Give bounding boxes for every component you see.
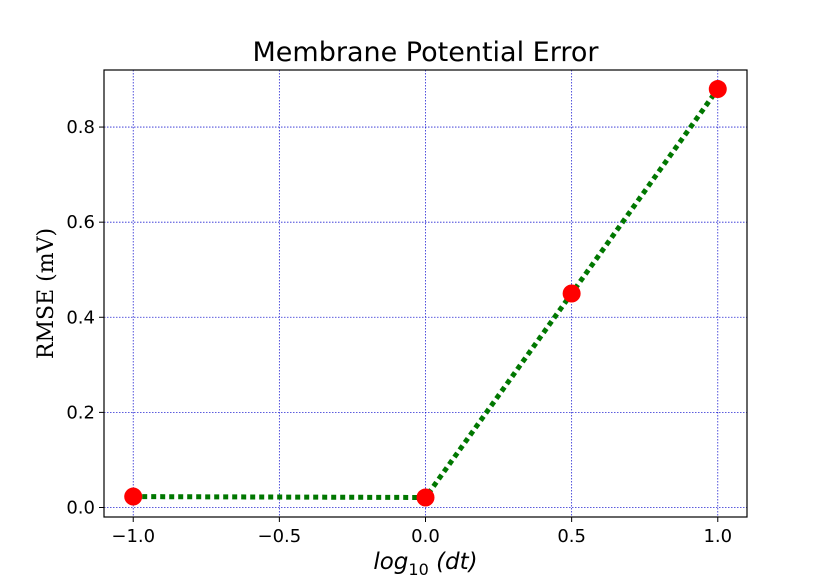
- x-axis-label: log10 (dt): [373, 549, 477, 579]
- y-tick-label: 0.0: [66, 497, 95, 518]
- x-tick-label: 1.0: [703, 526, 732, 547]
- series-group: [124, 80, 727, 507]
- chart-title: Membrane Potential Error: [253, 37, 600, 68]
- data-point: [708, 80, 727, 99]
- data-point: [416, 488, 435, 507]
- axis-ticks: −1.0 −0.5 0.0 0.5 1.0 0.0 0.2 0.4 0.6 0.8: [66, 117, 732, 547]
- x-tick-label: 0.5: [557, 526, 586, 547]
- series-line: [133, 87, 720, 501]
- x-tick-label: 0.0: [411, 526, 440, 547]
- x-tick-label: −0.5: [258, 526, 302, 547]
- data-point: [124, 487, 143, 506]
- x-axis-label-suffix: (dt): [429, 549, 478, 575]
- y-tick-label: 0.4: [66, 307, 95, 328]
- y-tick-label: 0.2: [66, 402, 95, 423]
- grid: [104, 70, 747, 517]
- y-tick-label: 0.6: [66, 212, 95, 233]
- x-axis-label-prefix: log: [373, 549, 408, 575]
- data-point: [562, 284, 581, 303]
- y-axis-label: RMSE (mV): [34, 228, 59, 359]
- x-axis-label-subscript: 10: [408, 560, 428, 579]
- y-tick-label: 0.8: [66, 117, 95, 138]
- x-tick-label: −1.0: [111, 526, 155, 547]
